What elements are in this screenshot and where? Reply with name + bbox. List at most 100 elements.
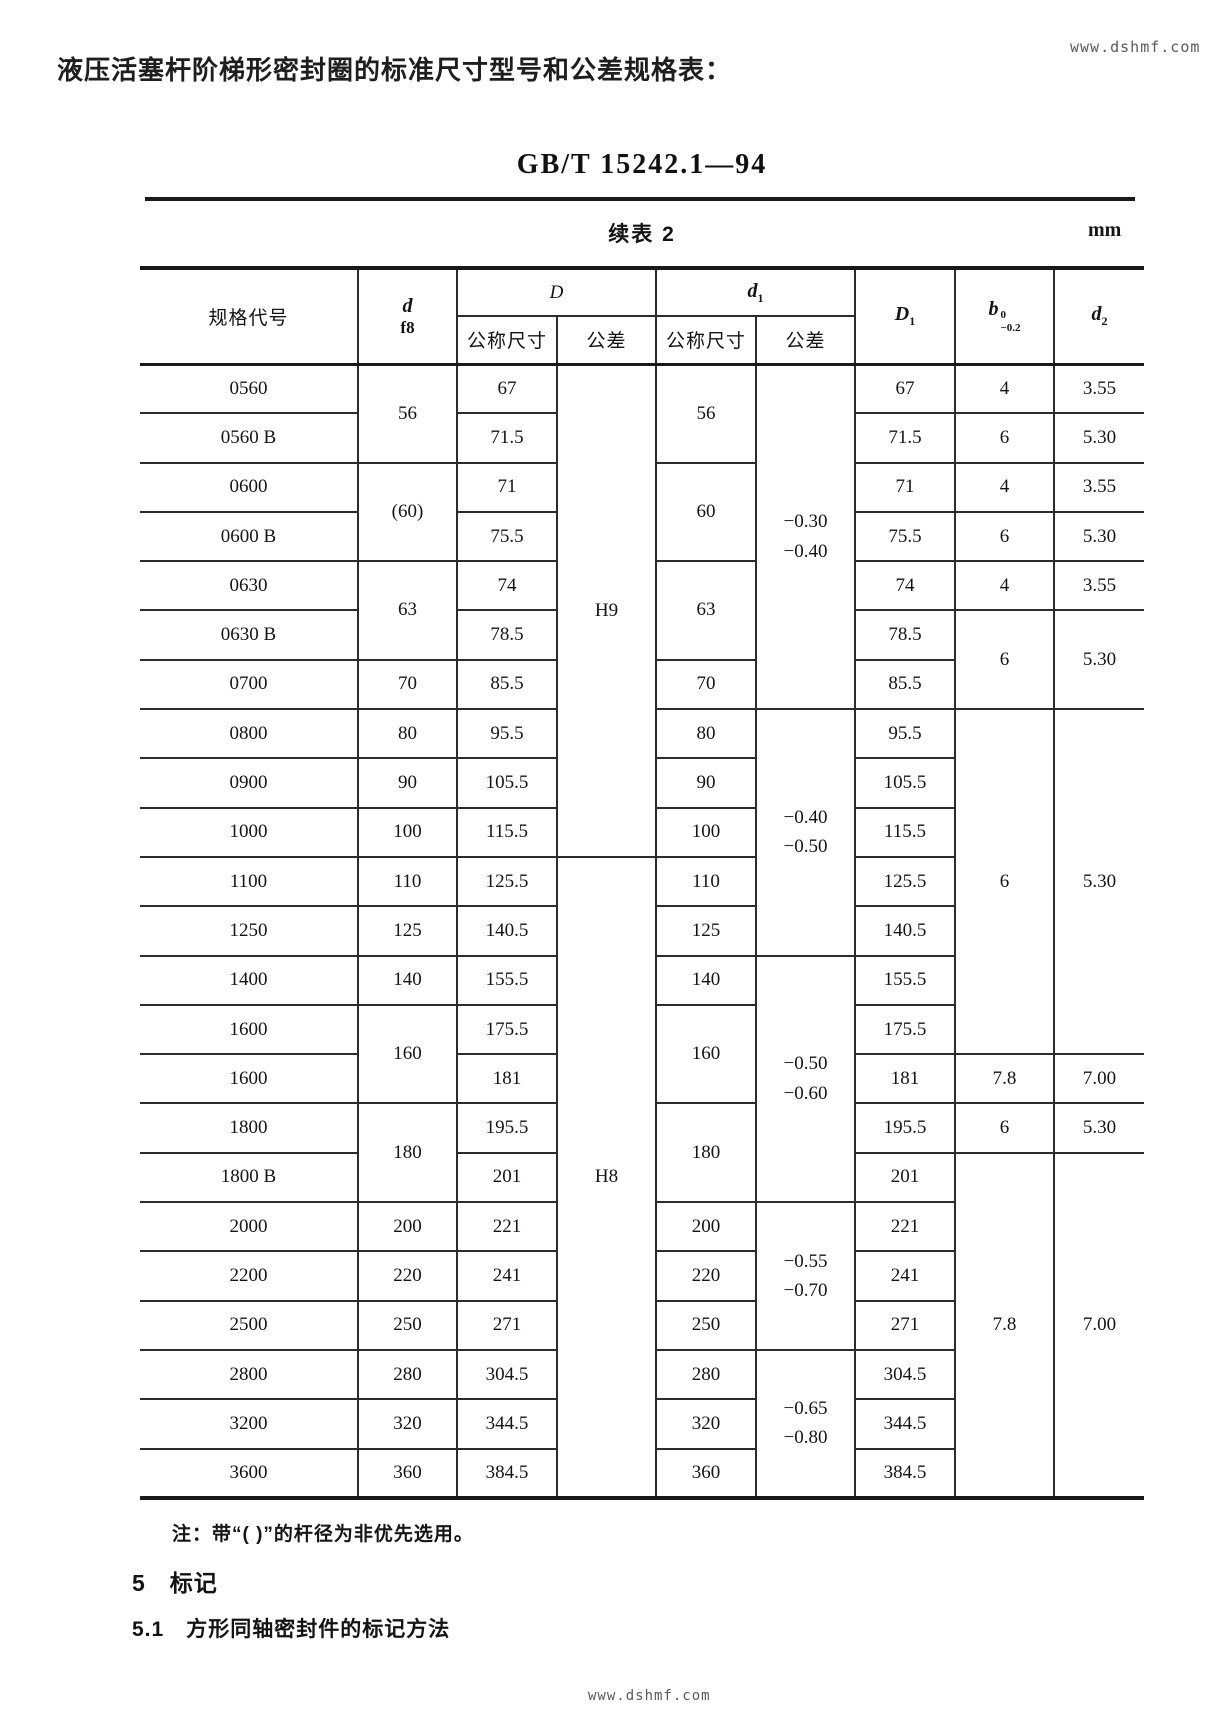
- header-b-tolerance: 0 −0.2: [1001, 309, 1021, 334]
- cell-D1: 201: [854, 1151, 957, 1204]
- cell-d: 160: [357, 1003, 458, 1105]
- cell-d1-nominal: 80: [655, 708, 758, 760]
- header-d1-symbol: d: [747, 279, 758, 302]
- cell-d2: 3.55: [1053, 461, 1145, 513]
- header-row-1: 规格代号 d f8 D d1 D1 b 0 −0.2 d2: [140, 266, 1145, 366]
- cell-D1: 304.5: [854, 1348, 957, 1401]
- cell-D-nominal: 201: [456, 1151, 558, 1204]
- cell-d: 320: [357, 1398, 458, 1450]
- table-row: 2800 280 304.5 280 −0.65 −0.80 304.5: [140, 1348, 1144, 1500]
- cell-d: 70: [357, 658, 458, 711]
- header-D1: D1: [854, 266, 957, 366]
- cell-code: 0700: [140, 658, 359, 711]
- cell-d1-nominal: 60: [655, 461, 758, 563]
- cell-d1-tolerance: −0.65 −0.80: [755, 1348, 857, 1500]
- cell-d1-nominal: 110: [655, 855, 758, 908]
- cell-d1-nominal: 250: [655, 1299, 758, 1351]
- header-f8-label: f8: [400, 317, 415, 337]
- header-d2-subscript: 2: [1101, 314, 1108, 329]
- cell-code: 0800: [140, 708, 359, 760]
- cell-code: 1600: [140, 1053, 359, 1105]
- header-group-D: D: [455, 266, 658, 317]
- table-caption: 续表 2: [608, 223, 676, 246]
- table-row: 2500 250 271 250 271: [140, 1299, 1144, 1351]
- cell-d2: 5.30: [1053, 510, 1145, 563]
- unit-label: mm: [1088, 219, 1122, 241]
- table-row: 0560 B 71.5 71.5 6 5.30: [140, 412, 1145, 464]
- cell-code: 2000: [140, 1201, 359, 1253]
- cell-b: 4: [954, 560, 1056, 612]
- cell-D-nominal: 344.5: [456, 1398, 558, 1450]
- table-row: 1600 181 181 7.8 7.00: [140, 1053, 1145, 1105]
- cell-d1-tolerance: −0.40 −0.50: [755, 708, 857, 957]
- cell-code: 0630 B: [140, 609, 359, 661]
- cell-D-nominal: 95.5: [456, 708, 558, 760]
- table-row: 3200 320 344.5 320 344.5: [140, 1398, 1144, 1450]
- cell-D-nominal: 175.5: [456, 1003, 558, 1056]
- cell-D-nominal: 115.5: [456, 806, 558, 858]
- header-b-lower: −0.2: [1000, 321, 1021, 334]
- cell-b: 6: [954, 708, 1056, 1056]
- cell-d: 250: [357, 1299, 458, 1351]
- cell-d1-nominal: 320: [655, 1398, 758, 1450]
- cell-d1-nominal: 140: [655, 954, 758, 1006]
- header-code: 规格代号: [140, 266, 359, 366]
- cell-code: 1250: [140, 905, 359, 957]
- cell-D1: 271: [854, 1299, 957, 1351]
- cell-D-nominal: 181: [456, 1053, 558, 1105]
- cell-d1-nominal: 100: [655, 806, 758, 858]
- header-d2-symbol: d: [1091, 303, 1102, 326]
- table-row: 1250 125 140.5 125 140.5: [140, 905, 1144, 957]
- cell-D1: 85.5: [854, 658, 957, 711]
- cell-d: 140: [357, 954, 458, 1006]
- cell-D1: 181: [854, 1053, 957, 1105]
- table-row: 0900 90 105.5 90 105.5: [140, 757, 1144, 809]
- cell-d: 56: [357, 363, 458, 464]
- cell-d2: 5.30: [1053, 1102, 1145, 1154]
- cell-d2: 7.00: [1053, 1151, 1145, 1500]
- header-d1-tolerance: 公差: [755, 315, 857, 366]
- cell-d: (60): [357, 461, 458, 563]
- header-d2: d2: [1053, 266, 1145, 366]
- table-row: 0700 70 85.5 70 85.5: [140, 658, 1144, 711]
- cell-code: 1000: [140, 806, 359, 858]
- header-b: b 0 −0.2: [954, 266, 1056, 366]
- table-row: 3600 360 384.5 360 384.5: [140, 1447, 1144, 1500]
- cell-d: 100: [357, 806, 458, 858]
- cell-code: 3600: [140, 1447, 359, 1500]
- cell-d1-nominal: 63: [655, 560, 758, 661]
- cell-D-nominal: 304.5: [456, 1348, 558, 1401]
- cell-code: 0560: [140, 362, 359, 415]
- header-D1-symbol: D: [894, 303, 910, 326]
- cell-D1: 67: [854, 362, 957, 415]
- spec-table: 规格代号 d f8 D d1 D1 b 0 −0.2 d2 公称尺寸 公差 公称尺寸…: [140, 266, 1145, 1500]
- cell-d1-nominal: 160: [655, 1003, 758, 1105]
- cell-code: 0900: [140, 757, 359, 809]
- cell-d2: 7.00: [1053, 1053, 1145, 1105]
- cell-D1: 71: [854, 461, 957, 513]
- cell-D-tolerance: H9: [555, 363, 658, 858]
- cell-b: 6: [954, 609, 1056, 711]
- table-row: 0560 56 67 H9 56 −0.30 −0.40 67 4 3.55: [140, 362, 1145, 858]
- cell-d1-nominal: 200: [655, 1201, 758, 1253]
- table-row: 1100 110 125.5 H8 110 125.5: [140, 855, 1144, 1500]
- cell-D-nominal: 241: [456, 1250, 558, 1302]
- cell-D-nominal: 140.5: [456, 905, 558, 957]
- cell-D1: 384.5: [854, 1447, 957, 1500]
- cell-code: 1800 B: [140, 1151, 359, 1204]
- cell-d1-nominal: 90: [655, 757, 758, 809]
- watermark-bottom: www.dshmf.com: [588, 1688, 711, 1704]
- cell-d2: 3.55: [1053, 362, 1145, 415]
- cell-code: 2200: [140, 1250, 359, 1302]
- cell-d1-tolerance: −0.55 −0.70: [755, 1201, 857, 1351]
- cell-d1-tolerance: −0.30 −0.40: [755, 362, 857, 711]
- page-title: 液压活塞杆阶梯形密封圈的标准尺寸型号和公差规格表：: [57, 55, 733, 85]
- cell-d: 360: [357, 1447, 458, 1500]
- table-row: 1000 100 115.5 100 115.5: [140, 806, 1144, 858]
- table-row: 1600 160 175.5 160 175.5: [140, 1003, 1144, 1105]
- table-row: 0630 63 74 63 74 4 3.55: [140, 560, 1145, 661]
- cell-D1: 105.5: [854, 757, 957, 809]
- cell-d2: 5.30: [1053, 609, 1145, 711]
- cell-d: 90: [357, 757, 458, 809]
- cell-d1-nominal: 280: [655, 1348, 758, 1401]
